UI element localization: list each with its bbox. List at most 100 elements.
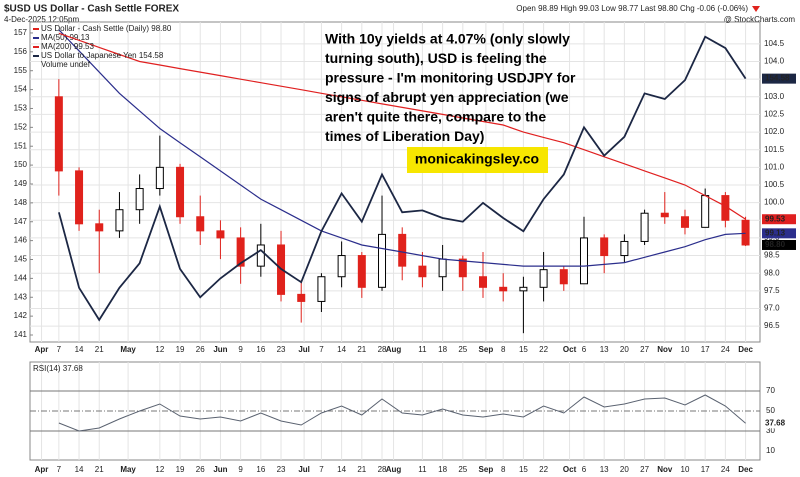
y-tick-label: 70 <box>766 386 775 395</box>
x-tick-label: Jul <box>298 345 310 354</box>
candle-body <box>438 258 447 278</box>
y2-tick-label: 146 <box>14 236 28 245</box>
x-tick-label: 24 <box>721 345 730 354</box>
x-tick-label: Jun <box>213 345 227 354</box>
y-tick-label: 96.5 <box>764 321 780 330</box>
x-tick-label: 26 <box>196 345 205 354</box>
y-tick-label: 101.5 <box>764 145 785 154</box>
x-tick-label: 26 <box>196 465 205 474</box>
legend-value: 154.58 <box>139 51 164 60</box>
candle-body <box>559 269 568 285</box>
x-tick-label: Apr <box>35 345 49 354</box>
x-tick-label: 27 <box>640 345 649 354</box>
x-tick-label: 13 <box>600 345 609 354</box>
legend-value: 37.68 <box>63 364 84 373</box>
legend-entry: US Dollar to Japanese Yen 154.58 <box>41 51 164 60</box>
x-tick-label: 10 <box>681 465 690 474</box>
credit: @ StockCharts.com <box>724 15 796 24</box>
x-tick-label: 20 <box>620 345 629 354</box>
x-tick-label: 21 <box>357 465 366 474</box>
y2-tick-label: 144 <box>14 273 28 282</box>
y2-tick-label: 155 <box>14 66 28 75</box>
annotation-line: aren't quite there, compare to the <box>325 109 546 125</box>
x-tick-label: 25 <box>458 465 467 474</box>
x-tick-label: Sep <box>479 465 494 474</box>
y2-tick-label: 149 <box>14 179 28 188</box>
candle-body <box>519 286 528 292</box>
y2-tick-label: 154 <box>14 85 28 94</box>
last-value-label: 99.13 <box>765 228 786 237</box>
x-tick-label: 9 <box>238 345 243 354</box>
candle-body <box>680 216 689 228</box>
x-tick-label: 16 <box>256 345 265 354</box>
last-value-tag <box>762 239 796 250</box>
x-tick-label: 11 <box>418 345 427 354</box>
legend-name: MA(50) <box>41 33 68 42</box>
x-tick-label: Aug <box>386 345 402 354</box>
x-tick-label: Dec <box>738 465 753 474</box>
line <box>58 35 747 322</box>
x-tick-label: 6 <box>582 465 587 474</box>
last-value-label: 154.58 <box>765 74 790 83</box>
x-tick-label: 15 <box>519 345 528 354</box>
x-tick-label: 15 <box>519 465 528 474</box>
legend-value: 98.80 <box>151 24 172 33</box>
last-value-tag <box>762 214 796 225</box>
x-tick-label: Oct <box>563 345 577 354</box>
y-tick-label: 100.5 <box>764 180 785 189</box>
legend-entry: MA(200) 99.53 <box>41 42 94 51</box>
x-tick-label: 22 <box>539 465 548 474</box>
candle-body <box>539 269 548 288</box>
x-tick-label: 6 <box>582 345 587 354</box>
x-tick-label: Nov <box>657 465 673 474</box>
candle-body <box>115 209 124 232</box>
down-arrow <box>752 6 760 12</box>
x-tick-label: 18 <box>438 345 447 354</box>
x-tick-label: 14 <box>337 345 346 354</box>
last-value-tag <box>762 418 796 429</box>
plot-layer: Apr 7 14 21 May 12 19 26 Jun 9 16 23 Jul 7 14 21 28 Aug 11… <box>14 22 796 474</box>
legend-entry: MA(50) 99.13 <box>41 33 90 42</box>
candle-body <box>600 237 609 257</box>
candle-body <box>701 195 710 228</box>
candle-body <box>418 265 427 278</box>
legend-entry: US Dollar - Cash Settle (Daily) 98.80 <box>41 24 172 33</box>
legend-name: US Dollar to Japanese Yen <box>41 51 137 60</box>
y-tick-label: 104.5 <box>764 39 785 48</box>
x-tick-label: Dec <box>738 345 753 354</box>
x-tick-label: 17 <box>701 465 710 474</box>
x-tick-label: 8 <box>501 465 506 474</box>
annotation-line: pressure - I'm monitoring USDJPY for <box>325 70 576 86</box>
x-tick-label: Nov <box>657 345 673 354</box>
y-tick-label: 104.0 <box>764 57 785 66</box>
y2-tick-label: 152 <box>14 122 28 131</box>
last-value-label: 99.53 <box>765 214 786 223</box>
line <box>58 32 746 220</box>
y-tick-label: 103.0 <box>764 92 785 101</box>
x-tick-label: 11 <box>418 465 427 474</box>
legend-entry: RSI(14) 37.68 <box>33 364 83 373</box>
annotation-line: times of Liberation Day) <box>325 128 484 144</box>
y-tick-label: 30 <box>766 426 775 435</box>
y2-tick-label: 142 <box>14 311 28 320</box>
y2-tick-label: 148 <box>14 198 28 207</box>
annotation-line: With 10y yields at 4.07% (only slowly <box>325 31 570 47</box>
candle-body <box>357 255 366 288</box>
chart-subtitle: 4-Dec-2025 12:05pm <box>4 15 79 24</box>
x-tick-label: Jun <box>213 465 227 474</box>
legend-value: 99.53 <box>74 42 95 51</box>
candle-body <box>499 286 508 292</box>
y2-tick-label: 141 <box>14 330 28 339</box>
candle-body <box>95 223 104 232</box>
line <box>58 394 746 432</box>
x-tick-label: 7 <box>57 465 62 474</box>
x-tick-label: 16 <box>256 465 265 474</box>
candle-body <box>378 233 387 288</box>
y2-tick-label: 143 <box>14 292 28 301</box>
candle-body <box>176 166 185 218</box>
y2-tick-label: 157 <box>14 28 28 37</box>
candle-body <box>741 219 750 246</box>
y-tick-label: 50 <box>766 406 775 415</box>
x-tick-label: 12 <box>155 465 164 474</box>
y-tick-label: 102.0 <box>764 127 785 136</box>
